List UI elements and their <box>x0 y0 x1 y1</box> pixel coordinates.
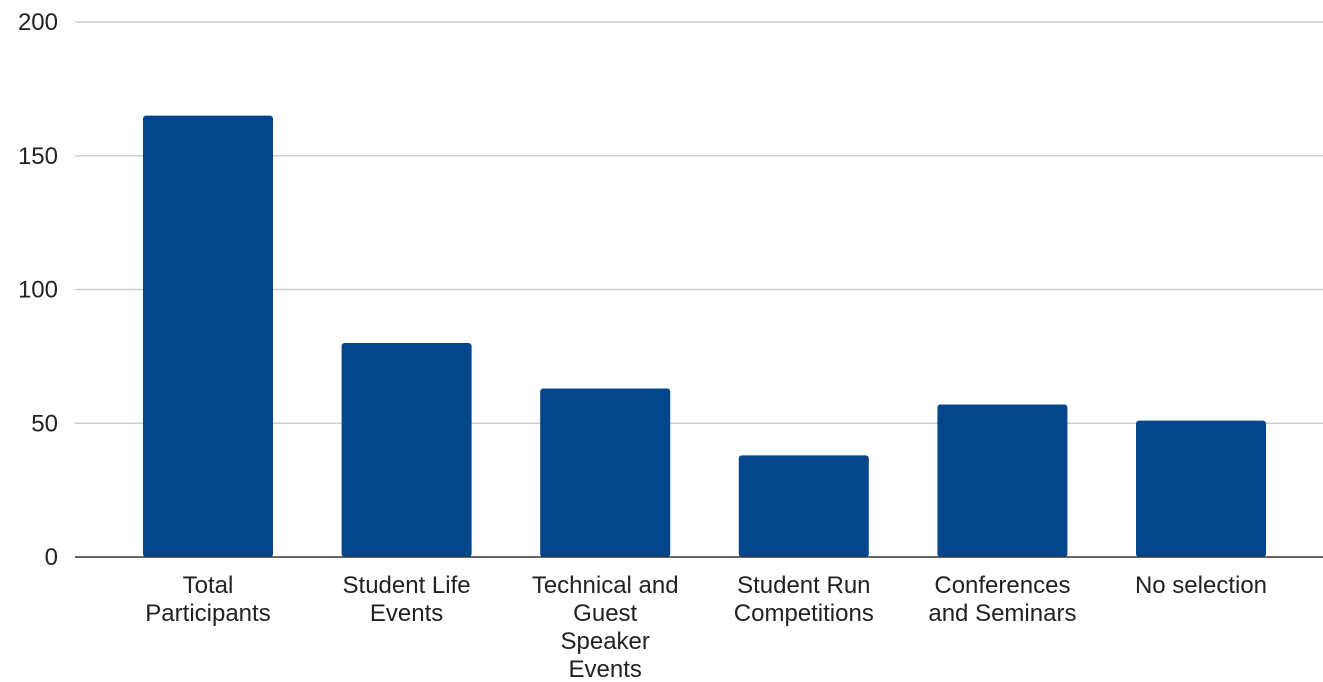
x-tick-label-line: Participants <box>145 600 270 627</box>
x-tick-label: Student Life Events <box>343 572 471 627</box>
x-tick-label: Total Participants <box>145 572 270 627</box>
x-tick-label-line: Competitions <box>734 600 874 627</box>
y-tick-label: 100 <box>18 277 58 304</box>
bar <box>937 404 1068 557</box>
bar <box>1136 420 1266 557</box>
bar <box>143 115 273 557</box>
x-tick-label-line: Conferences <box>934 572 1070 599</box>
grid-layer <box>75 21 1323 424</box>
bar <box>540 388 671 557</box>
x-tick-label-line: Events <box>569 656 642 682</box>
x-tick-label: Conferences and Seminars <box>928 572 1076 627</box>
x-tick-label-line: No selection <box>1135 572 1267 599</box>
x-tick-label: Technical and Guest Speaker Events <box>532 572 679 682</box>
x-tick-label-line: Events <box>370 600 443 627</box>
x-tick-label-line: Speaker <box>561 628 650 655</box>
x-tick-label-line: Student Life <box>343 572 471 599</box>
x-tick-label-line: Student Run <box>737 572 870 599</box>
y-tick-label: 200 <box>18 9 58 36</box>
x-tick-label: Student Run Competitions <box>734 572 874 627</box>
y-tick-label: 0 <box>45 544 58 571</box>
bar <box>738 455 869 557</box>
y-tick-label: 150 <box>18 143 58 170</box>
x-tick-label-line: and Seminars <box>928 600 1076 627</box>
x-tick-label-line: Guest <box>573 600 637 627</box>
x-tick-label: No selection <box>1135 572 1267 599</box>
bar <box>341 343 472 557</box>
y-tick-label: 50 <box>31 410 58 437</box>
x-tick-label-line: Technical and <box>532 572 679 599</box>
bars <box>143 115 1266 557</box>
x-tick-label-line: Total <box>183 572 234 599</box>
y-axis-ticks: 0 50 100 150 200 <box>18 9 58 571</box>
